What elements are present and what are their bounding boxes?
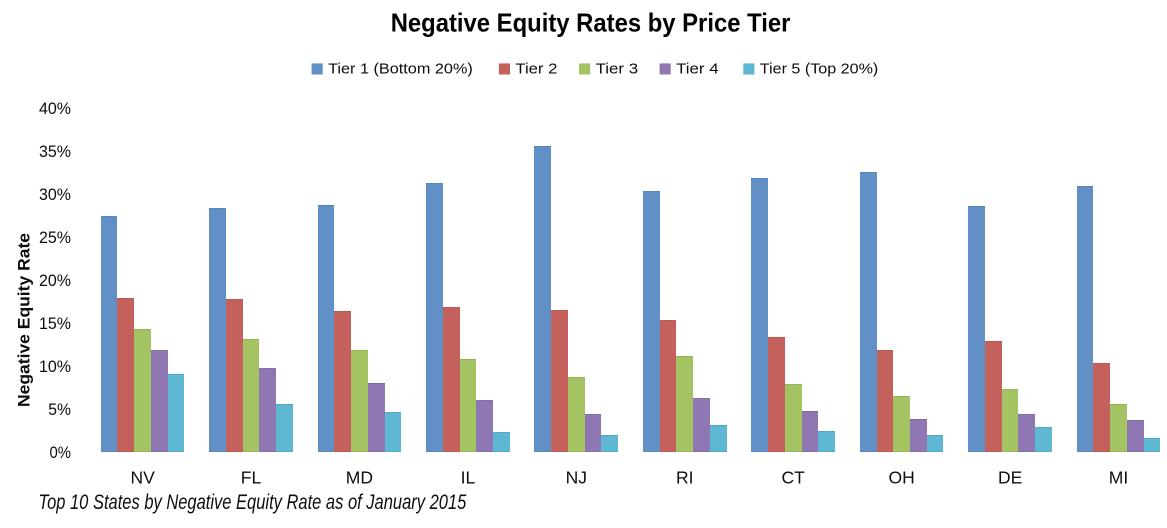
svg-text:35%: 35% (39, 142, 71, 161)
svg-text:10%: 10% (39, 357, 71, 376)
svg-text:NJ: NJ (566, 468, 587, 488)
svg-text:Negative Equity Rates by Price: Negative Equity Rates by Price Tier (391, 7, 791, 37)
svg-text:5%: 5% (48, 400, 71, 419)
svg-text:30%: 30% (39, 185, 71, 204)
svg-text:IL: IL (461, 468, 476, 488)
svg-text:0%: 0% (50, 443, 72, 462)
svg-text:FL: FL (241, 468, 262, 488)
svg-text:DE: DE (998, 468, 1022, 488)
svg-text:Tier 5 (Top 20%): Tier 5 (Top 20%) (760, 62, 879, 78)
svg-text:Tier 2: Tier 2 (515, 62, 557, 78)
svg-text:15%: 15% (39, 314, 71, 333)
svg-text:Top 10 States by Negative Equi: Top 10 States by Negative Equity Rate as… (39, 491, 467, 514)
svg-text:40%: 40% (39, 99, 71, 118)
svg-text:Tier 3: Tier 3 (596, 62, 639, 78)
svg-text:CT: CT (782, 468, 806, 488)
svg-text:OH: OH (888, 468, 914, 488)
svg-text:MI: MI (1109, 468, 1128, 488)
svg-text:Tier 1 (Bottom 20%): Tier 1 (Bottom 20%) (328, 62, 473, 78)
svg-text:NV: NV (130, 468, 155, 488)
svg-text:RI: RI (676, 468, 694, 488)
svg-text:25%: 25% (39, 228, 71, 247)
svg-text:Negative Equity Rate: Negative Equity Rate (15, 233, 34, 407)
svg-text:Tier 4: Tier 4 (676, 62, 719, 78)
svg-text:MD: MD (346, 468, 373, 488)
svg-text:20%: 20% (39, 271, 71, 290)
